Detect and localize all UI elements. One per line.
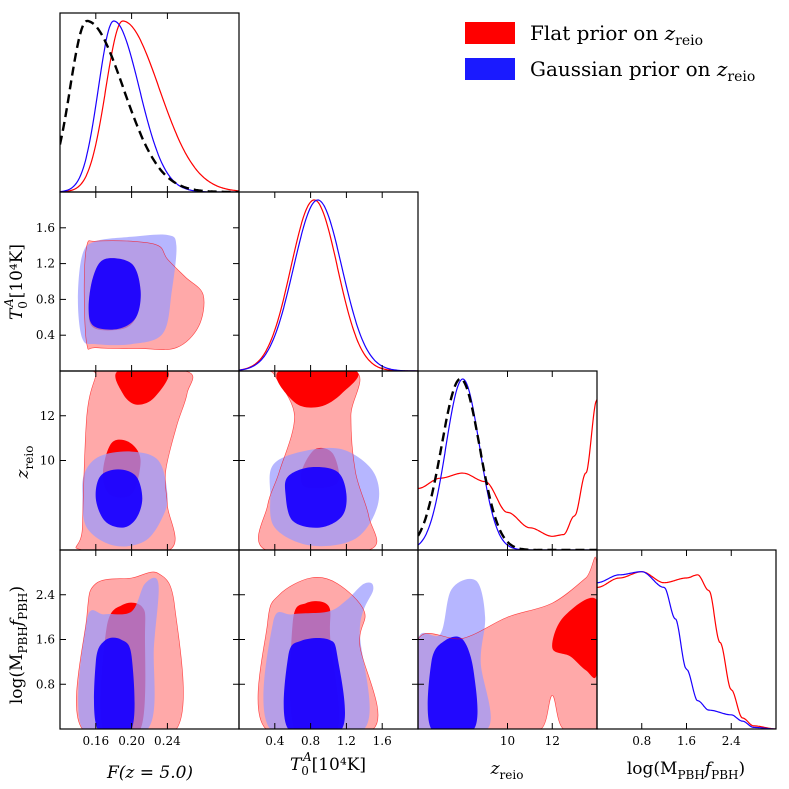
marginal-zreio-prior-line (418, 377, 597, 550)
marginal-F-prior-line (60, 19, 239, 192)
contour-zreio_vs_T0-flat-edge (258, 371, 378, 550)
xtick-label-T0-2: 1.2 (337, 734, 356, 748)
marginal-logMf-gauss-line (597, 571, 776, 729)
xtick-label-F-2: 0.24 (154, 734, 181, 748)
xlabel-F: F(z = 5.0) (106, 763, 193, 783)
marginal-panel-logMf (597, 571, 776, 729)
contour-logMf_vs_F-gauss-inner (93, 637, 135, 729)
xtick-label-logMf-1: 1.6 (677, 734, 696, 748)
ytick-label-logMf-1: 1.6 (36, 633, 55, 647)
marginal-panel-zreio (418, 377, 597, 550)
panel-frame-T0-T0 (238, 191, 419, 372)
xlabel-logMf: log(MPBHfPBH) (627, 759, 745, 782)
marginal-zreio-gauss-line (418, 378, 597, 550)
xtick-label-F-0: 0.16 (82, 734, 109, 748)
ylabel-zreio: zreio (13, 446, 36, 480)
contour-T0_vs_F-gauss-inner (88, 258, 141, 330)
marginal-logMf-flat-line (597, 571, 776, 729)
ytick-label-logMf-2: 2.4 (36, 588, 55, 602)
xtick-label-F-1: 0.20 (118, 734, 145, 748)
contour-panel-zreio_vs_T0 (258, 371, 380, 550)
xtick-label-zreio-1: 12 (545, 734, 560, 748)
legend-swatch-flat (465, 22, 515, 44)
contour-zreio_vs_F-flat-inner2 (115, 371, 169, 405)
marginal-zreio-flat-line (418, 399, 597, 537)
contour-zreio_vs_F-gauss-inner (95, 469, 143, 528)
xtick-label-T0-3: 1.6 (373, 734, 392, 748)
legend-label-gauss: Gaussian prior on zreio (530, 57, 755, 85)
contour-logMf_vs_zreio-flat-edge (418, 556, 597, 729)
contour-logMf_vs_T0-gauss-inner (283, 637, 345, 729)
ytick-label-T0-1: 0.8 (36, 292, 55, 306)
marginal-F-gauss-line (60, 20, 239, 192)
marginal-T0-flat-line (239, 199, 418, 371)
legend: Flat prior on zreio Gaussian prior on zr… (465, 21, 755, 85)
xlabel-zreio: zreio (490, 759, 524, 782)
xtick-label-T0-1: 0.8 (301, 734, 320, 748)
ylabel-T0: T0A[10⁴K] (2, 244, 30, 320)
xtick-label-logMf-0: 0.8 (632, 734, 651, 748)
legend-label-flat: Flat prior on zreio (530, 21, 703, 49)
contour-panel-logMf_vs_T0 (257, 576, 379, 729)
xtick-label-T0-0: 0.4 (265, 734, 284, 748)
contour-logMf_vs_zreio-gauss-inner (427, 636, 478, 729)
contour-panel-zreio_vs_F (75, 371, 194, 550)
contour-zreio_vs_F-flat-edge (75, 371, 194, 550)
ytick-label-zreio-1: 12 (40, 409, 55, 423)
ylabel-logMf: log(MPBHfPBH) (7, 586, 30, 704)
marginal-panel-T0 (239, 199, 418, 371)
xtick-label-logMf-2: 2.4 (722, 734, 741, 748)
ytick-label-zreio-0: 10 (40, 454, 55, 468)
contour-zreio_vs_T0-gauss-inner (284, 466, 347, 528)
panel-frame-F-F (59, 12, 240, 193)
marginal-panel-F (60, 19, 239, 192)
contour-panel-logMf_vs_zreio (418, 556, 597, 729)
axis-labels: F(z = 5.0) T0A[10⁴K] zreio log(MPBHfPBH)… (2, 244, 745, 783)
ytick-label-T0-2: 1.2 (36, 257, 55, 271)
xtick-label-zreio-0: 10 (500, 734, 515, 748)
contour-zreio_vs_T0-flat-inner2 (276, 371, 359, 408)
ytick-label-T0-0: 0.4 (36, 328, 55, 342)
marginal-F-flat-line (60, 20, 239, 192)
panels: 0.16 0.20 0.24 0.4 0.8 1.2 1.6 10 12 0.8 1.6 2.4 0.4… (36, 12, 777, 748)
contour-T0_vs_F-flat-edge (83, 240, 205, 350)
ytick-label-logMf-0: 0.8 (36, 677, 55, 691)
contour-panel-T0_vs_F (77, 234, 205, 350)
contour-logMf_vs_zreio-flat-inner (552, 597, 597, 679)
contour-panel-logMf_vs_F (76, 571, 184, 729)
legend-swatch-gauss (465, 58, 515, 80)
ytick-label-T0-3: 1.6 (36, 221, 55, 235)
xlabel-T0: T0A[10⁴K] (290, 750, 366, 778)
marginal-T0-gauss-line (239, 199, 418, 371)
